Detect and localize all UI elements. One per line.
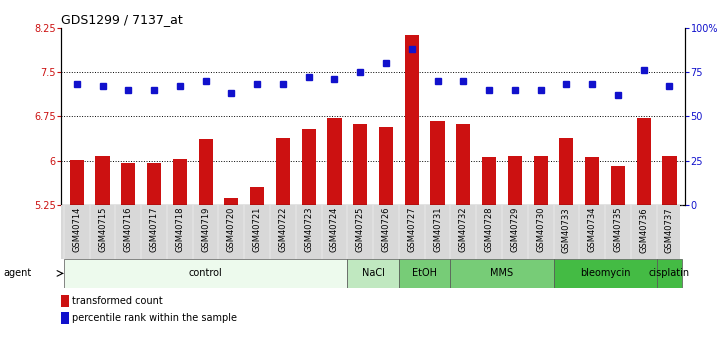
Text: control: control: [189, 268, 223, 278]
Bar: [534, 156, 548, 345]
Text: GSM40723: GSM40723: [304, 207, 313, 253]
Bar: [663, 156, 676, 345]
Bar: [327, 118, 342, 345]
Text: GSM40735: GSM40735: [614, 207, 622, 253]
Bar: [224, 198, 239, 345]
Bar: [404, 35, 419, 345]
Text: GSM40728: GSM40728: [485, 207, 494, 253]
Bar: [399, 259, 451, 288]
Text: GSM40721: GSM40721: [252, 207, 262, 252]
Bar: [554, 259, 657, 288]
Bar: [173, 159, 187, 345]
Bar: [585, 157, 599, 345]
Text: GSM40731: GSM40731: [433, 207, 442, 253]
Text: GSM40729: GSM40729: [510, 207, 519, 252]
Text: bleomycin: bleomycin: [580, 268, 630, 278]
Text: GSM40724: GSM40724: [330, 207, 339, 252]
Bar: [451, 259, 554, 288]
Text: MMS: MMS: [490, 268, 513, 278]
Text: GDS1299 / 7137_at: GDS1299 / 7137_at: [61, 13, 183, 27]
Text: GSM40730: GSM40730: [536, 207, 545, 253]
Bar: [276, 138, 290, 345]
Bar: [430, 121, 445, 345]
Text: GSM40734: GSM40734: [588, 207, 597, 253]
Text: GSM40732: GSM40732: [459, 207, 468, 253]
Bar: [198, 139, 213, 345]
Bar: [95, 156, 110, 345]
Bar: [61, 295, 69, 307]
Text: GSM40719: GSM40719: [201, 207, 210, 252]
Bar: [61, 312, 69, 324]
Text: agent: agent: [4, 268, 32, 278]
Bar: [250, 187, 264, 345]
Bar: [147, 163, 162, 345]
Text: GSM40736: GSM40736: [640, 207, 648, 253]
Text: GSM40715: GSM40715: [98, 207, 107, 252]
Bar: [637, 118, 651, 345]
Text: GSM40726: GSM40726: [381, 207, 391, 253]
Text: GSM40737: GSM40737: [665, 207, 674, 253]
Text: GSM40725: GSM40725: [355, 207, 365, 252]
Text: GSM40718: GSM40718: [175, 207, 185, 253]
Bar: [657, 259, 682, 288]
Bar: [559, 138, 573, 345]
Bar: [482, 157, 496, 345]
Text: GSM40714: GSM40714: [72, 207, 81, 252]
Text: percentile rank within the sample: percentile rank within the sample: [72, 314, 237, 323]
Bar: [611, 166, 625, 345]
Text: transformed count: transformed count: [72, 296, 163, 306]
Bar: [64, 259, 348, 288]
Text: GSM40722: GSM40722: [278, 207, 288, 252]
Bar: [456, 124, 470, 345]
Bar: [70, 160, 84, 345]
Text: EtOH: EtOH: [412, 268, 437, 278]
Bar: [379, 127, 393, 345]
Text: GSM40727: GSM40727: [407, 207, 416, 253]
Text: NaCl: NaCl: [362, 268, 384, 278]
Bar: [508, 156, 522, 345]
Text: GSM40720: GSM40720: [227, 207, 236, 252]
Text: cisplatin: cisplatin: [649, 268, 690, 278]
Text: GSM40733: GSM40733: [562, 207, 571, 253]
Bar: [353, 124, 367, 345]
Bar: [121, 162, 136, 345]
Text: GSM40717: GSM40717: [149, 207, 159, 253]
Bar: [301, 129, 316, 345]
Text: GSM40716: GSM40716: [124, 207, 133, 253]
Bar: [348, 259, 399, 288]
